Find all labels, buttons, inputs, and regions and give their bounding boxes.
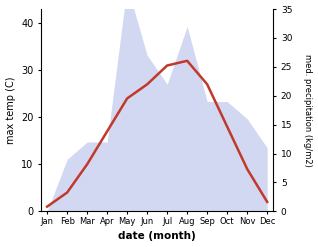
Y-axis label: med. precipitation (kg/m2): med. precipitation (kg/m2) — [303, 54, 313, 167]
X-axis label: date (month): date (month) — [118, 231, 196, 242]
Y-axis label: max temp (C): max temp (C) — [5, 76, 16, 144]
